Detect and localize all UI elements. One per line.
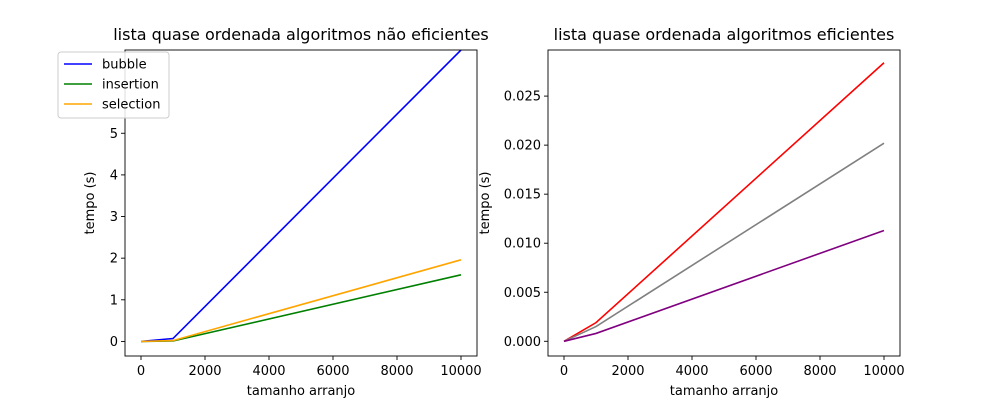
- y-tick-label: 4: [110, 168, 118, 183]
- legend-label-insertion: insertion: [102, 78, 159, 93]
- y-tick-label: 0.015: [504, 188, 541, 203]
- x-tick-label: 2000: [611, 364, 644, 379]
- x-tick-label: 0: [560, 364, 568, 379]
- plot-area-frame: [124, 49, 478, 357]
- series-line-series-2: [563, 142, 885, 343]
- y-tick-label: 3: [110, 210, 118, 225]
- y-tick-label: 1: [110, 293, 118, 308]
- y-tick-label: 0.005: [504, 286, 541, 301]
- chart-panel-2: 0 2000 4000 6000 8000 10000 0.000 0.005 0.010 0.0…: [478, 25, 905, 399]
- y-tick-label: 0.020: [504, 139, 541, 154]
- x-tick-label: 10000: [440, 364, 481, 379]
- x-axis-label: tamanho arranjo: [670, 384, 779, 399]
- legend-label-selection: selection: [102, 98, 160, 113]
- chart-title: lista quase ordenada algoritmos não efic…: [113, 25, 489, 44]
- x-axis-label: tamanho arranjo: [247, 384, 356, 399]
- y-tick-label: 5: [110, 127, 118, 142]
- series-line-series-1: [563, 62, 885, 342]
- series-line-insertion: [140, 274, 462, 343]
- x-tick-label: 10000: [863, 364, 904, 379]
- x-tick-label: 6000: [316, 364, 349, 379]
- chart-panel-1: 0 2000 4000 6000 8000 10000 0 1 2 3 4 5 lista quase …: [57, 25, 489, 399]
- x-tick-label: 2000: [188, 364, 221, 379]
- y-tick-label: 0.010: [504, 237, 541, 252]
- legend: bubble insertion selection: [57, 51, 170, 119]
- y-tick-label: 0.000: [504, 335, 541, 350]
- y-tick-label: 0: [110, 335, 118, 350]
- chart-title: lista quase ordenada algoritmos eficient…: [554, 25, 895, 44]
- y-tick-label: 0.025: [504, 90, 541, 105]
- x-tick-label: 6000: [739, 364, 772, 379]
- plot-area-frame: [547, 49, 901, 357]
- y-axis-label: tempo (s): [83, 171, 98, 234]
- x-tick-label: 8000: [380, 364, 413, 379]
- series-line-series-3: [563, 229, 885, 343]
- legend-label-bubble: bubble: [102, 58, 147, 73]
- y-tick-label: 2: [110, 252, 118, 267]
- x-tick-label: 8000: [803, 364, 836, 379]
- x-tick-label: 4000: [252, 364, 285, 379]
- x-tick-label: 4000: [675, 364, 708, 379]
- y-axis-label: tempo (s): [478, 171, 493, 234]
- series-line-bubble: [140, 50, 462, 343]
- x-tick-label: 0: [137, 364, 145, 379]
- legend-box: [57, 51, 170, 119]
- series-line-selection: [140, 259, 462, 343]
